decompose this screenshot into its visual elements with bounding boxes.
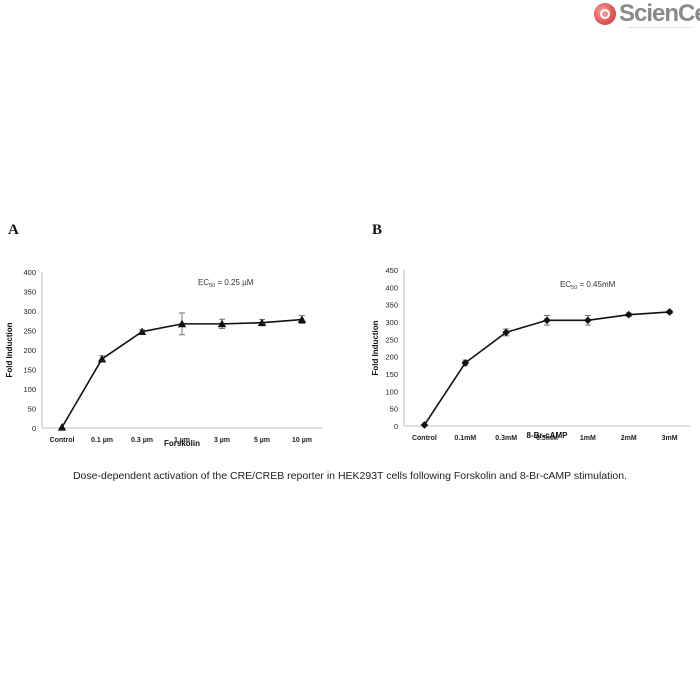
- chart-b-y-tick-label: 350: [385, 301, 398, 310]
- chart-b-y-tick-label: 150: [385, 370, 398, 379]
- chart-a-x-tick-label: 0.1 µm: [91, 437, 113, 444]
- chart-a-x-tick-label: 1 µm: [174, 437, 190, 444]
- chart-b-y-tick-label: 300: [385, 318, 398, 327]
- logo-divider: [628, 27, 692, 30]
- chart-a-data-point: [97, 354, 107, 363]
- chart-b-y-tick-label: 250: [385, 335, 398, 344]
- chart-a-y-tick-label: 250: [23, 327, 36, 336]
- chart-b-data-point: [665, 308, 674, 316]
- chart-a-data-point: [177, 319, 187, 328]
- chart-b-data-point: [543, 316, 551, 325]
- chart-b-y-axis-title: Fold Induction: [371, 320, 380, 375]
- chart-b-x-tick-label: Control: [412, 435, 437, 442]
- chart-b-y-tick-label: 200: [385, 353, 398, 362]
- chart-b-y-tick-label: 100: [385, 387, 398, 396]
- logo-text: ScienCell: [619, 0, 700, 27]
- chart-b-ec50-annotation: EC50 = 0.45mM: [560, 280, 616, 291]
- chart-a-y-tick-label: 0: [32, 424, 36, 433]
- chart-b-series-line: [423, 311, 670, 426]
- chart-b-y-tick-label: 50: [390, 405, 398, 414]
- chart-a-x-axis-title: Forskolin: [164, 439, 200, 448]
- chart-a-x-tick-label: 3 µm: [214, 437, 230, 444]
- chart-b-y-tick-label: 450: [385, 266, 398, 275]
- chart-a-data-point: [137, 327, 147, 336]
- chart-a-data-point: [57, 423, 67, 431]
- chart-a-x-tick-label: 0.3 µm: [131, 437, 153, 444]
- panel-letter-a: A: [8, 222, 19, 238]
- chart-a-y-axis-title: Fold Induction: [5, 322, 14, 377]
- panel-letter-b: B: [372, 222, 383, 238]
- chart-b-x-tick-label: 2mM: [621, 435, 637, 442]
- chart-b-x-tick-label: 1mM: [580, 435, 596, 442]
- chart-a-x-tick-label: 5 µm: [254, 437, 270, 444]
- chart-a-x-tick-label: 10 µm: [292, 437, 312, 444]
- sciencell-logo: ScienCell: [594, 0, 700, 32]
- chart-a-ec50-annotation: EC50 = 0.25 µM: [198, 278, 254, 289]
- chart-b-x-tick-label: 3mM: [662, 435, 678, 442]
- chart-a-data-point: [217, 319, 227, 328]
- chart-b-x-tick-label: 0.3mM: [495, 435, 517, 442]
- chart-a-data-point: [297, 315, 307, 323]
- chart-a-y-tick-label: 100: [23, 385, 36, 394]
- chart-b-data-point: [420, 421, 429, 429]
- chart-a-y-tick-label: 400: [23, 268, 36, 277]
- chart-a-y-tick-label: 200: [23, 346, 36, 355]
- chart-b-data-point: [624, 310, 633, 319]
- chart-a-y-tick-label: 350: [23, 288, 36, 297]
- chart-a-y-tick-label: 300: [23, 307, 36, 316]
- figure-caption: Dose-dependent activation of the CRE/CRE…: [72, 470, 628, 482]
- chart-a-y-tick-label: 150: [23, 366, 36, 375]
- chart-b-x-tick-label: 0.5mM: [536, 435, 558, 442]
- chart-b-y-tick-label: 400: [385, 283, 398, 292]
- chart-b-data-point: [584, 316, 592, 325]
- chart-a-data-point: [257, 318, 267, 327]
- chart-a-series-line: [61, 318, 303, 428]
- chart-b-8-br-camp: 0 50 100 150 200 250 300 350 400 450 Control 0.1mM 0…: [371, 266, 690, 442]
- chart-a-forskolin: 0 50 100 150 200 250 300 350 400 Control 0.1 µm 0.3…: [5, 268, 322, 448]
- chart-b-x-axis-title: 8-Br-cAMP: [527, 431, 569, 440]
- chart-b-data-point: [502, 328, 510, 337]
- chart-b-x-tick-label: 0.1mM: [454, 435, 476, 442]
- chart-b-y-tick-label: 0: [394, 422, 398, 431]
- chart-a-x-tick-label: Control: [50, 437, 75, 444]
- sciencell-logo-icon: [594, 3, 616, 25]
- chart-a-y-tick-label: 50: [28, 405, 36, 414]
